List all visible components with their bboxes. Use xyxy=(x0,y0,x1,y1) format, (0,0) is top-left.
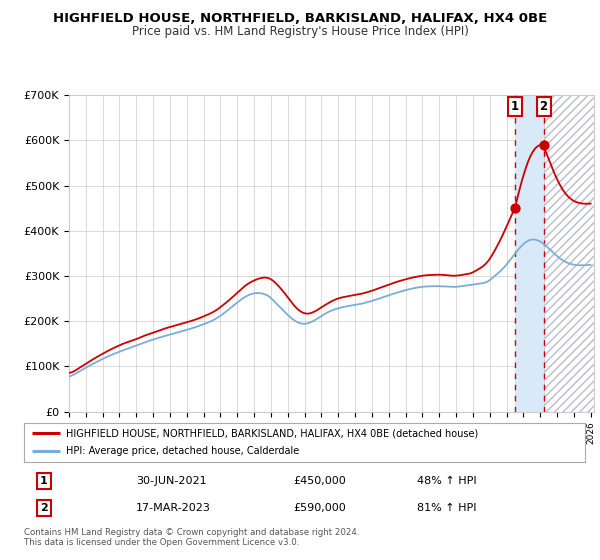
Text: 1: 1 xyxy=(40,475,47,486)
Point xyxy=(539,141,548,150)
Bar xyxy=(515,95,544,412)
Text: HIGHFIELD HOUSE, NORTHFIELD, BARKISLAND, HALIFAX, HX4 0BE: HIGHFIELD HOUSE, NORTHFIELD, BARKISLAND,… xyxy=(53,12,547,25)
Text: HIGHFIELD HOUSE, NORTHFIELD, BARKISLAND, HALIFAX, HX4 0BE (detached house): HIGHFIELD HOUSE, NORTHFIELD, BARKISLAND,… xyxy=(66,428,478,438)
Text: 30-JUN-2021: 30-JUN-2021 xyxy=(136,475,207,486)
Text: 48% ↑ HPI: 48% ↑ HPI xyxy=(416,475,476,486)
Text: HPI: Average price, detached house, Calderdale: HPI: Average price, detached house, Cald… xyxy=(66,446,299,456)
Text: 81% ↑ HPI: 81% ↑ HPI xyxy=(416,503,476,513)
Text: Price paid vs. HM Land Registry's House Price Index (HPI): Price paid vs. HM Land Registry's House … xyxy=(131,25,469,38)
Text: 17-MAR-2023: 17-MAR-2023 xyxy=(136,503,211,513)
Text: 2: 2 xyxy=(539,100,548,113)
Bar xyxy=(544,95,599,412)
Text: Contains HM Land Registry data © Crown copyright and database right 2024.
This d: Contains HM Land Registry data © Crown c… xyxy=(24,528,359,547)
Text: £450,000: £450,000 xyxy=(293,475,346,486)
Text: 1: 1 xyxy=(511,100,519,113)
Point xyxy=(510,204,520,213)
Text: 2: 2 xyxy=(40,503,47,513)
Text: £590,000: £590,000 xyxy=(293,503,346,513)
